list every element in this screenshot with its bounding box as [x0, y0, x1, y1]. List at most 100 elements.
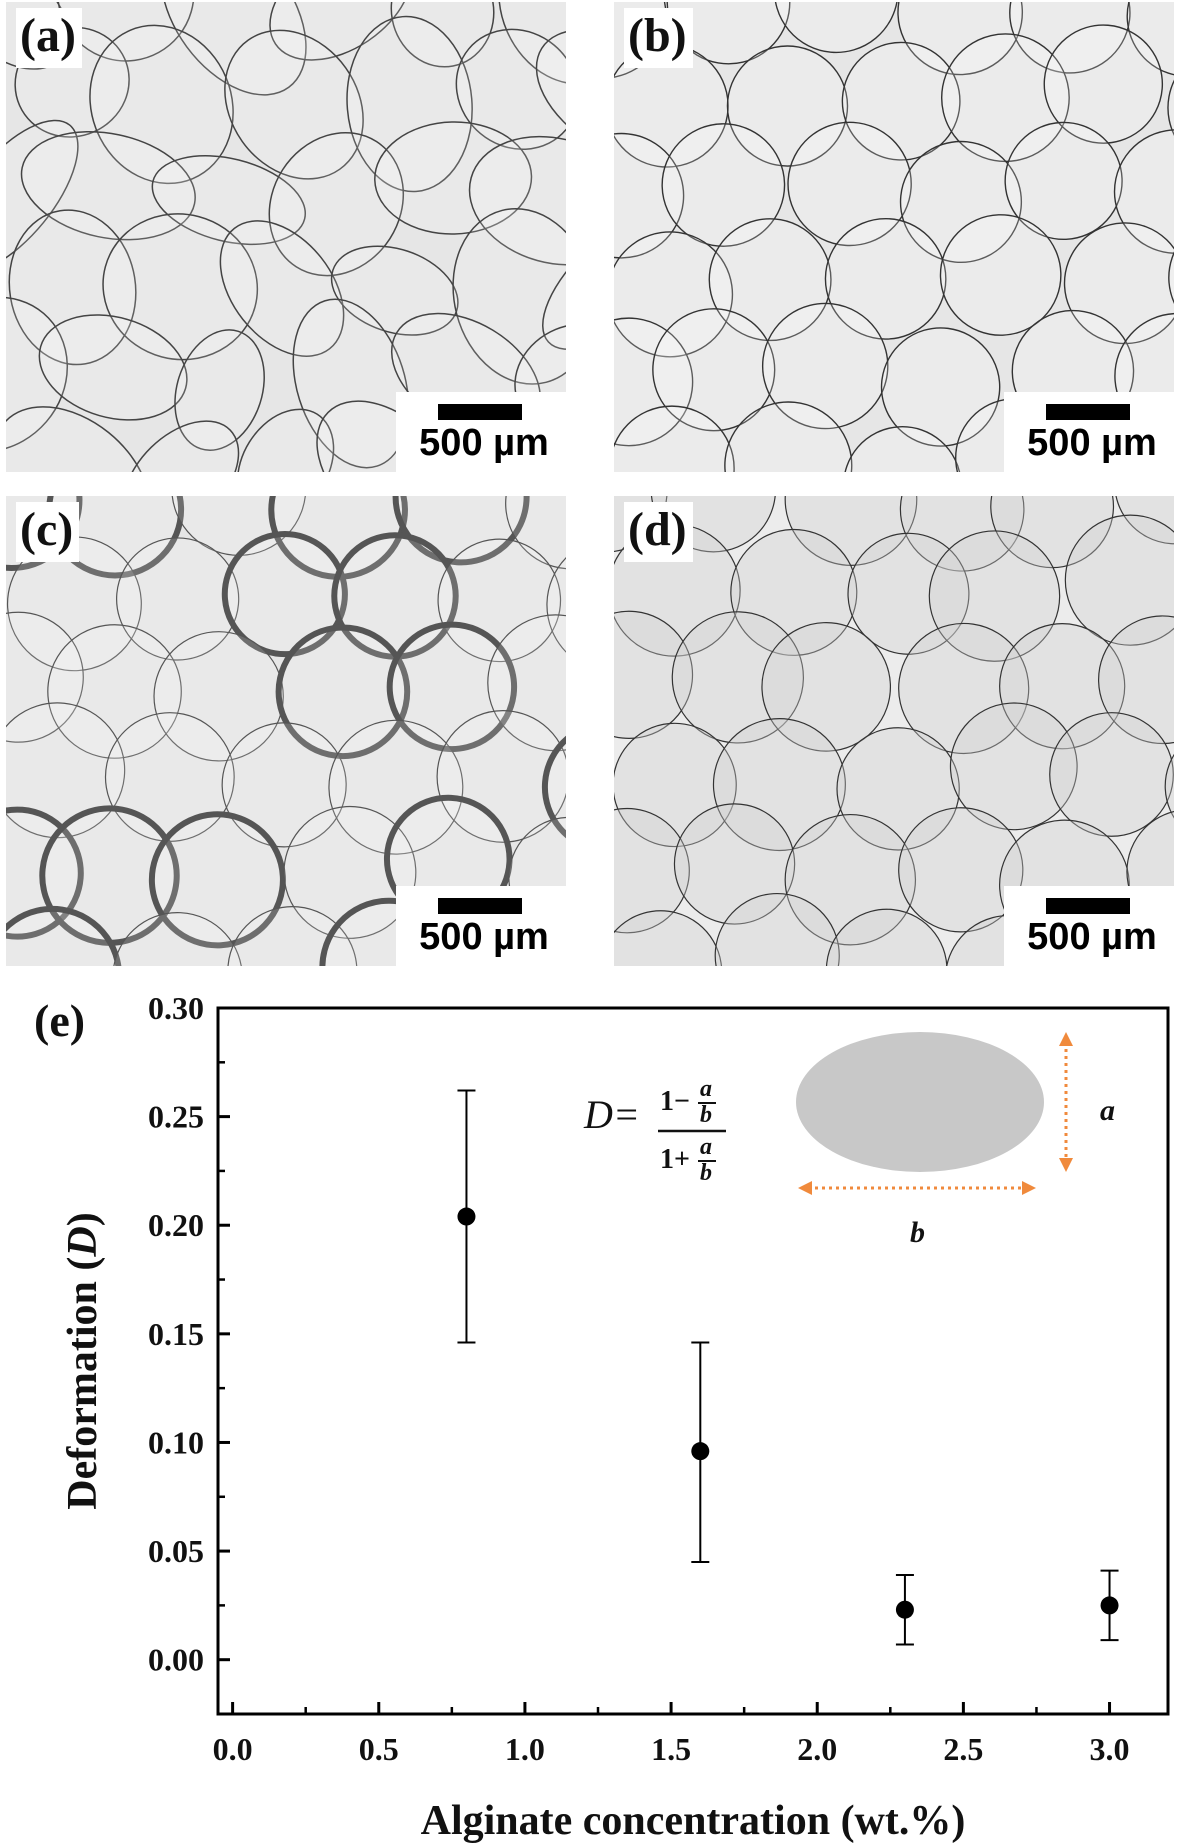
formula-numerator-b: b — [700, 1102, 712, 1128]
y-tick-label: 0.15 — [148, 1316, 204, 1352]
droplet-outline — [773, 2, 899, 54]
droplet-outline — [452, 207, 566, 385]
formula-numerator: 1− — [660, 1086, 690, 1117]
droplet-outline — [541, 720, 566, 854]
scale-bar-text: 500 µm — [419, 916, 549, 958]
droplet-outline — [122, 420, 240, 472]
droplet-outline — [836, 727, 960, 851]
data-point — [691, 1442, 710, 1461]
x-tick-label: 2.5 — [943, 1731, 983, 1767]
droplet-outline — [116, 537, 240, 661]
plot-frame — [216, 1006, 1170, 1716]
droplet-outline — [724, 401, 853, 472]
droplet-outline — [6, 536, 142, 672]
arrow-head — [798, 1181, 812, 1195]
droplet-outline — [949, 702, 1078, 831]
droplet-outline — [928, 530, 1061, 662]
x-tick-label: 1.0 — [505, 1731, 545, 1767]
ellipse-shape — [796, 1032, 1044, 1172]
droplet-outline — [160, 2, 307, 96]
droplet-outline — [269, 2, 412, 61]
droplet-outline — [898, 622, 1030, 755]
droplet-outline — [153, 631, 284, 762]
droplet-outline — [1167, 45, 1174, 171]
droplet-outline — [614, 231, 734, 358]
micrograph-panel-d: (d) 500 µm — [614, 496, 1174, 966]
scale-bar-c: 500 µm — [396, 886, 566, 966]
droplet-outline — [614, 317, 694, 447]
droplet-outline — [784, 496, 918, 566]
x-tick-label: 0.0 — [213, 1731, 253, 1767]
droplet-outline — [227, 906, 358, 966]
droplet-outline — [542, 206, 566, 350]
dimension-label-b: b — [910, 1216, 925, 1249]
droplet-outline — [714, 892, 840, 966]
droplet-outline — [221, 531, 348, 658]
y-tick-label: 0.10 — [148, 1424, 204, 1460]
droplet-outline — [498, 2, 566, 85]
y-axis-ticks: 0.00 0.05 0.10 0.15 0.20 0.25 0.30 — [148, 990, 230, 1678]
droplet-outline — [104, 712, 235, 842]
panel-label-d: (d) — [624, 502, 693, 562]
droplet-outline — [1098, 615, 1174, 745]
droplet-outline — [20, 131, 196, 241]
droplet-outline — [842, 426, 962, 472]
scale-bar-text: 500 µm — [419, 422, 549, 464]
droplet-outline — [219, 220, 345, 357]
scale-bar-b: 500 µm — [1004, 392, 1174, 472]
droplet-outline — [899, 140, 1023, 264]
deformation-formula: D= 1− a b 1+ a b — [583, 1076, 726, 1186]
formula-denominator-b: b — [700, 1160, 712, 1186]
x-tick-label: 0.5 — [359, 1731, 399, 1767]
droplet-outline — [614, 722, 737, 848]
y-tick-label: 0.30 — [148, 990, 204, 1026]
droplet-outline — [1063, 222, 1174, 345]
droplet-outline — [8, 209, 137, 366]
droplet-outline — [825, 908, 948, 966]
droplet-outline — [6, 905, 123, 966]
arrow-head — [1022, 1181, 1036, 1195]
droplet-outline — [847, 532, 970, 655]
droplet-outline — [436, 710, 566, 843]
scale-bar-d: 500 µm — [1004, 886, 1174, 966]
panel-label-b: (b) — [624, 8, 693, 68]
y-tick-label: 0.20 — [148, 1207, 204, 1243]
panel-label-c: (c) — [16, 502, 80, 562]
deformation-chart: (e) 0.0 0.5 1.0 1.5 2.0 2.5 3.0 0.000.050.100.… — [34, 990, 1170, 1844]
x-tick-label: 3.0 — [1090, 1731, 1130, 1767]
droplet-outline — [331, 532, 459, 660]
droplet-outline — [614, 910, 723, 966]
droplet-outline — [535, 29, 566, 164]
micrograph-panel-c: (c) 500 µm — [6, 496, 566, 966]
data-point — [457, 1207, 476, 1226]
droplet-outline — [1064, 514, 1174, 646]
droplet-outline — [1114, 496, 1174, 545]
droplet-outline — [455, 28, 566, 151]
droplet-outline — [661, 123, 786, 247]
droplet-outline — [487, 614, 566, 752]
formula-lhs: D= — [583, 1092, 640, 1137]
droplet-outline — [38, 314, 188, 421]
scale-bar-line — [1046, 898, 1130, 914]
droplet-outline — [1004, 121, 1123, 241]
droplet-outline — [112, 912, 243, 966]
droplet-outline — [787, 121, 912, 247]
scale-bar-line — [1046, 404, 1130, 420]
droplet-outline — [712, 718, 846, 852]
droplet-outline — [6, 406, 150, 472]
micrograph-panel-a: (a) 500 µm — [6, 2, 566, 472]
scale-bar-line — [438, 404, 522, 420]
dimension-label-a: a — [1100, 1094, 1115, 1127]
droplet-outline — [392, 496, 530, 566]
droplet-outline — [824, 217, 947, 340]
droplet-outline — [346, 15, 473, 193]
micrograph-panel-b: (b) 500 µm — [614, 2, 1174, 472]
droplet-outline — [784, 813, 917, 946]
droplet-outline — [941, 33, 1070, 163]
droplet-outline — [6, 702, 126, 839]
droplet-outline — [939, 214, 1062, 336]
droplet-outline — [666, 2, 791, 65]
droplet-outline — [1043, 24, 1164, 144]
x-axis-ticks: 0.0 0.5 1.0 1.5 2.0 2.5 3.0 — [213, 1702, 1130, 1767]
droplet-outline — [999, 623, 1126, 750]
